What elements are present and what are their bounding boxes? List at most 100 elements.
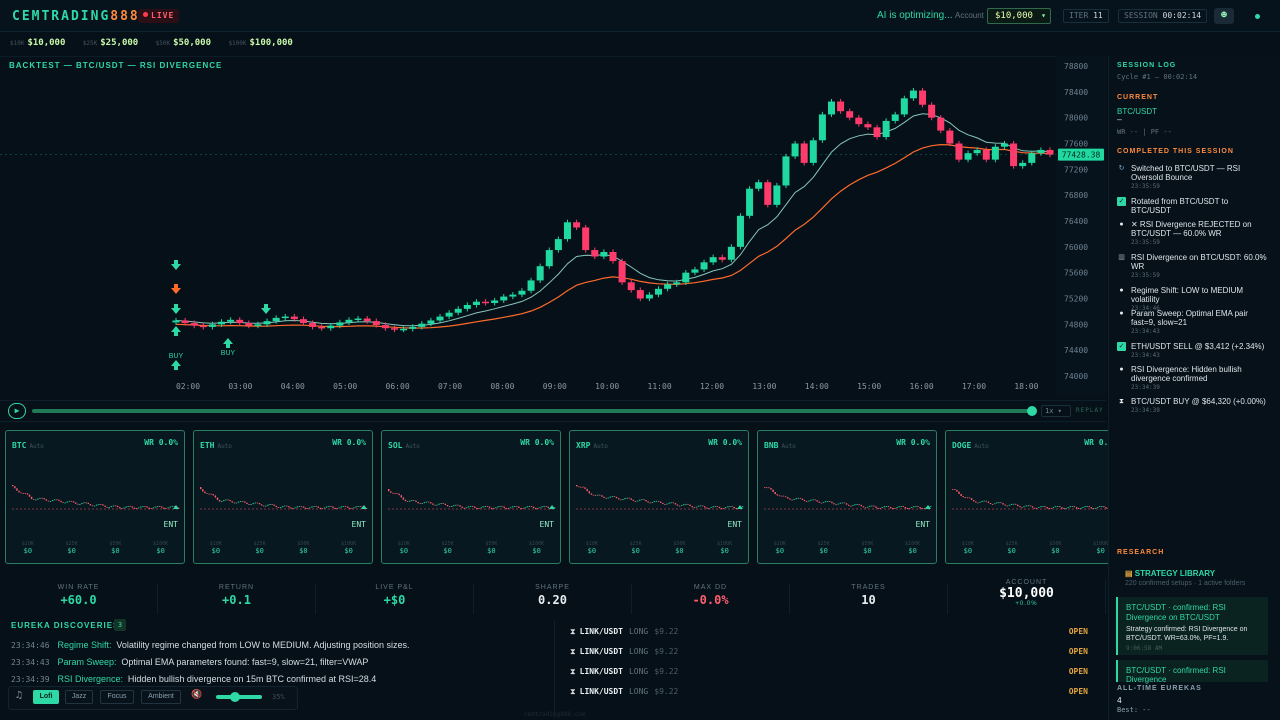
candle	[563, 219, 571, 242]
speed-select[interactable]: 1x ▾	[1041, 405, 1071, 417]
card-balance: $25K $0	[817, 541, 830, 555]
card-candle	[674, 503, 677, 505]
candle	[336, 319, 344, 329]
card-candle	[104, 505, 106, 507]
candle	[946, 128, 954, 147]
candle	[700, 259, 708, 273]
candle	[837, 98, 845, 114]
stat-sharpe: SHARPE 0.20	[474, 584, 632, 614]
card-candle	[1006, 505, 1008, 507]
card-candle	[307, 508, 309, 509]
card-candle	[590, 493, 593, 495]
entry-arrow-icon	[173, 505, 179, 509]
card-candle	[467, 506, 470, 508]
card-candle	[735, 508, 737, 510]
mute-icon[interactable]: 🔇	[191, 690, 203, 700]
asset-card-btc[interactable]: BTC Auto WR 0.0% ENT $10K $0 $25K $0 $50K $0 $100K…	[5, 430, 185, 564]
trade-row[interactable]: ⧗ LINK/USDT LONG $9.22 OPEN	[570, 687, 1088, 696]
card-candle	[896, 507, 898, 509]
card-balance: $25K $0	[65, 541, 78, 555]
card-candle	[580, 486, 582, 488]
card-candle	[394, 493, 396, 495]
card-candle	[177, 507, 180, 510]
card-candle	[396, 493, 398, 495]
card-candle	[152, 507, 155, 509]
account-select[interactable]: $10,000 ▾	[987, 8, 1051, 24]
card-candle	[89, 503, 92, 506]
library-card-2[interactable]: BTC/USDT · confirmed: RSI Divergence	[1116, 660, 1268, 684]
card-candle	[605, 497, 607, 499]
session-log-item: ● ✕ RSI Divergence REJECTED on BTC/USDT —…	[1117, 220, 1269, 247]
candle	[363, 315, 371, 324]
candle	[445, 310, 453, 320]
preset-100k[interactable]: $100K $100,000	[228, 38, 293, 48]
card-candle	[729, 506, 731, 507]
card-candle	[392, 492, 394, 494]
card-candle	[741, 506, 744, 508]
card-candle	[582, 486, 584, 488]
candle	[919, 87, 927, 108]
replay-scrubber-handle[interactable]	[1027, 406, 1037, 416]
candle	[609, 249, 617, 264]
x-tick-label: 15:00	[857, 382, 881, 391]
preset-50k[interactable]: $50K $50,000	[155, 38, 212, 48]
card-candle	[415, 500, 417, 502]
card-candle	[212, 494, 214, 496]
play-button[interactable]: ▶	[8, 403, 26, 419]
x-tick-label: 03:00	[228, 382, 252, 391]
strategy-library-title[interactable]: ▤ STRATEGY LIBRARY	[1125, 569, 1216, 578]
replay-scrubber[interactable]	[32, 409, 1032, 413]
card-candle	[929, 506, 932, 507]
trade-row[interactable]: ⧗ LINK/USDT LONG $9.22 OPEN	[570, 667, 1088, 676]
card-candle	[848, 504, 850, 506]
card-candle	[237, 501, 240, 503]
user-avatar-button[interactable]: ☻	[1214, 8, 1234, 24]
card-candle	[214, 495, 217, 498]
card-candle	[906, 508, 909, 510]
card-sparkline-chart	[764, 487, 932, 510]
card-candle	[493, 508, 495, 509]
trade-row[interactable]: ⧗ LINK/USDT LONG $9.22 OPEN	[570, 627, 1088, 636]
card-candle	[455, 504, 457, 506]
asset-card-xrp[interactable]: XRP Auto WR 0.0% ENT $10K $0 $25K $0 $50K $0 $100K…	[569, 430, 749, 564]
card-candle	[873, 505, 875, 507]
music-mode-jazz[interactable]: Jazz	[65, 690, 93, 704]
asset-card-bnb[interactable]: BNB Auto WR 0.0% ENT $10K $0 $25K $0 $50K $0 $100K…	[757, 430, 937, 564]
current-dash: —	[1117, 115, 1122, 124]
card-symbol: ETH Auto	[200, 441, 232, 450]
card-candle	[1061, 507, 1063, 509]
library-card[interactable]: BTC/USDT · confirmed: RSI Divergence on …	[1116, 597, 1268, 655]
trade-row[interactable]: ⧗ LINK/USDT LONG $9.22 OPEN	[570, 647, 1088, 656]
candle	[682, 270, 690, 285]
preset-25k[interactable]: $25K $25,000	[82, 38, 139, 48]
stats-row: WIN RATE +60.0 RETURN +0.1 LIVE P&L +$0 SHARPE…	[0, 579, 1106, 614]
card-candle	[994, 503, 996, 505]
card-candle	[966, 497, 969, 499]
candle	[463, 302, 471, 312]
music-mode-lofi[interactable]: Lofi	[33, 690, 59, 704]
card-candle	[655, 500, 658, 502]
candle	[381, 322, 389, 331]
music-mode-focus[interactable]: Focus	[100, 690, 134, 704]
asset-card-sol[interactable]: SOL Auto WR 0.0% ENT $10K $0 $25K $0 $50K $0 $100K…	[381, 430, 561, 564]
music-mode-ambient[interactable]: Ambient	[141, 690, 181, 704]
card-candle	[712, 506, 714, 508]
card-candle	[881, 507, 883, 509]
card-candle	[837, 503, 839, 505]
asset-card-eth[interactable]: ETH Auto WR 0.0% ENT $10K $0 $25K $0 $50K $0 $100K…	[193, 430, 373, 564]
card-candle	[98, 503, 100, 505]
card-sparkline-chart	[388, 489, 556, 510]
buy-label: BUY	[221, 350, 236, 357]
card-balance: $100K $0	[717, 541, 733, 555]
candle	[645, 292, 653, 302]
card-candle	[169, 506, 171, 508]
card-candle	[326, 506, 328, 508]
volume-slider-handle[interactable]	[230, 692, 240, 702]
card-candle	[1071, 506, 1074, 507]
card-symbol: BTC Auto	[12, 441, 44, 450]
main-candlestick-chart[interactable]: 78800 78400 78000 77600 77200 76800 76400 76000…	[0, 56, 1106, 396]
card-candle	[962, 496, 964, 498]
preset-10k[interactable]: $10K $10,000	[10, 38, 66, 48]
card-candle	[87, 502, 89, 504]
